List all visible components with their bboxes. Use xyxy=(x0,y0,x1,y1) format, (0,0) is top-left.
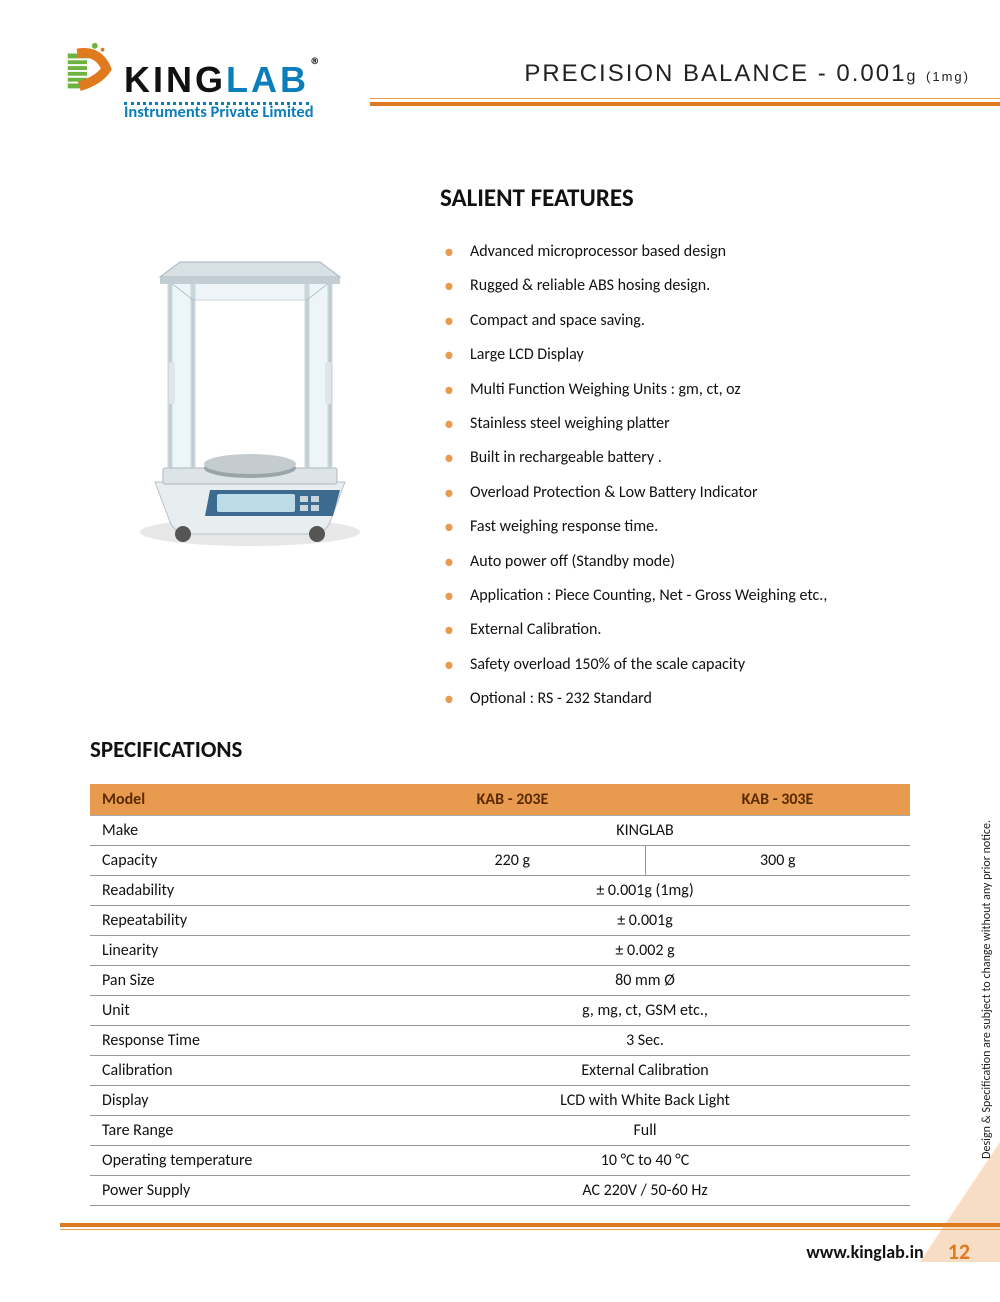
spec-label: Power Supply xyxy=(90,1176,380,1206)
specs-table: Model KAB - 203E KAB - 303E MakeKINGLABC… xyxy=(90,784,910,1206)
spec-label: Make xyxy=(90,816,380,846)
feature-item: Optional : RS - 232 Standard xyxy=(440,682,960,716)
table-row: Response Time3 Sec. xyxy=(90,1026,910,1056)
registered-icon: ® xyxy=(311,54,321,78)
brand-tagline: Instruments Private Limited xyxy=(124,102,370,122)
feature-item: Overload Protection & Low Battery Indica… xyxy=(440,476,960,510)
feature-item: Multi Function Weighing Units : gm, ct, … xyxy=(440,373,960,407)
table-row: Unitg, mg, ct, GSM etc., xyxy=(90,996,910,1026)
table-row: Linearity± 0.002 g xyxy=(90,936,910,966)
disclaimer-note: Design & Specification are subject to ch… xyxy=(980,820,994,1159)
feature-item: Large LCD Display xyxy=(440,338,960,372)
spec-value: ± 0.001g xyxy=(380,906,910,936)
spec-label: Operating temperature xyxy=(90,1146,380,1176)
product-image xyxy=(90,182,410,602)
spec-value: 10 °C to 40 °C xyxy=(380,1146,910,1176)
table-row: Operating temperature10 °C to 40 °C xyxy=(90,1146,910,1176)
specs-section: SPECIFICATIONS Model KAB - 203E KAB - 30… xyxy=(0,716,1000,1206)
table-row: MakeKINGLAB xyxy=(90,816,910,846)
spec-value: ± 0.002 g xyxy=(380,936,910,966)
spec-value: LCD with White Back Light xyxy=(380,1086,910,1116)
table-row: Tare RangeFull xyxy=(90,1116,910,1146)
feature-item: Fast weighing response time. xyxy=(440,510,960,544)
spec-value: AC 220V / 50-60 Hz xyxy=(380,1176,910,1206)
feature-item: Auto power off (Standby mode) xyxy=(440,545,960,579)
spec-value: 80 mm Ø xyxy=(380,966,910,996)
feature-item: Application : Piece Counting, Net - Gros… xyxy=(440,579,960,613)
spec-label: Display xyxy=(90,1086,380,1116)
table-row: Power SupplyAC 220V / 50-60 Hz xyxy=(90,1176,910,1206)
table-row: Capacity220 g300 g xyxy=(90,846,910,876)
features-list: Advanced microprocessor based designRugg… xyxy=(440,235,960,716)
spec-label: Capacity xyxy=(90,846,380,876)
table-row: Pan Size80 mm Ø xyxy=(90,966,910,996)
spec-label: Response Time xyxy=(90,1026,380,1056)
spec-value: External Calibration xyxy=(380,1056,910,1086)
page-number: 12 xyxy=(948,1238,970,1265)
brand-logo: KINGLAB® Instruments Private Limited xyxy=(60,40,370,122)
footer: www.kinglab.in 12 xyxy=(0,1222,1000,1262)
header: KINGLAB® Instruments Private Limited PRE… xyxy=(0,0,1000,122)
feature-item: Safety overload 150% of the scale capaci… xyxy=(440,648,960,682)
feature-item: Compact and space saving. xyxy=(440,304,960,338)
table-header-model: KAB - 203E xyxy=(380,784,645,816)
spec-value: 300 g xyxy=(645,846,910,876)
spec-value: 3 Sec. xyxy=(380,1026,910,1056)
table-header-model: KAB - 303E xyxy=(645,784,910,816)
feature-item: Stainless steel weighing platter xyxy=(440,407,960,441)
features-section: SALIENT FEATURES Advanced microprocessor… xyxy=(440,182,960,716)
logo-mark-icon xyxy=(60,40,118,98)
spec-label: Calibration xyxy=(90,1056,380,1086)
spec-value: Full xyxy=(380,1116,910,1146)
spec-label: Repeatability xyxy=(90,906,380,936)
spec-label: Tare Range xyxy=(90,1116,380,1146)
footer-url: www.kinglab.in xyxy=(806,1241,923,1263)
table-row: CalibrationExternal Calibration xyxy=(90,1056,910,1086)
page-title: PRECISION BALANCE - 0.001g (1mg) xyxy=(370,60,1000,88)
title-divider xyxy=(370,98,1000,106)
spec-label: Pan Size xyxy=(90,966,380,996)
feature-item: Rugged & reliable ABS hosing design. xyxy=(440,269,960,303)
spec-label: Unit xyxy=(90,996,380,1026)
spec-value: g, mg, ct, GSM etc., xyxy=(380,996,910,1026)
feature-item: Advanced microprocessor based design xyxy=(440,235,960,269)
spec-value: KINGLAB xyxy=(380,816,910,846)
table-row: DisplayLCD with White Back Light xyxy=(90,1086,910,1116)
spec-label: Linearity xyxy=(90,936,380,966)
features-heading: SALIENT FEATURES xyxy=(440,182,960,213)
spec-value: 220 g xyxy=(380,846,645,876)
footer-divider xyxy=(0,1222,1000,1230)
spec-label: Readability xyxy=(90,876,380,906)
table-header-label: Model xyxy=(90,784,380,816)
feature-item: Built in rechargeable battery . xyxy=(440,441,960,475)
feature-item: External Calibration. xyxy=(440,613,960,647)
brand-name: KINGLAB xyxy=(124,59,309,105)
spec-value: ± 0.001g (1mg) xyxy=(380,876,910,906)
table-row: Repeatability± 0.001g xyxy=(90,906,910,936)
table-row: Readability± 0.001g (1mg) xyxy=(90,876,910,906)
specs-heading: SPECIFICATIONS xyxy=(90,736,910,764)
